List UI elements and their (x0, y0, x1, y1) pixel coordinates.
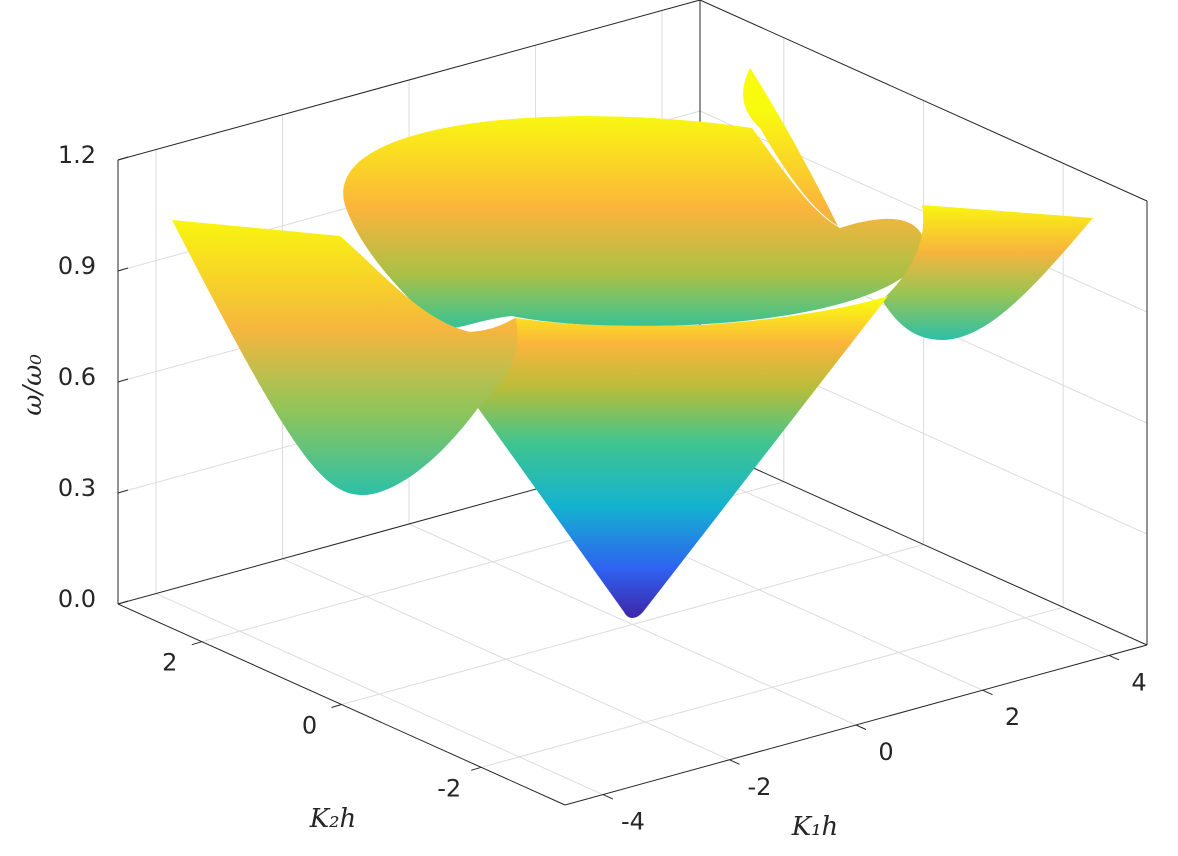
axis-box-edge (699, 0, 1148, 202)
axis-box-edge (117, 0, 701, 161)
x-tick (982, 689, 993, 696)
surface-wing-left (172, 220, 518, 495)
y-tick-label: 2 (162, 649, 177, 677)
x-tick-label: -4 (621, 808, 645, 836)
surface-wing-right (882, 205, 1093, 340)
x-tick (1108, 654, 1120, 661)
surface-ring (343, 116, 926, 329)
z-tick-label: 0.9 (58, 252, 96, 280)
z-tick-label: 0.6 (58, 363, 96, 391)
x-tick-label: 0 (878, 738, 893, 766)
surface-fin (743, 68, 838, 226)
y-tick-label: 0 (302, 712, 317, 740)
x-tick (729, 759, 740, 765)
z-tick (117, 267, 129, 272)
x-axis-label: K₁h (791, 812, 839, 842)
y-tick (471, 766, 482, 771)
x-tick-label: 2 (1005, 703, 1020, 731)
z-axis-label: ω/ω₀ (18, 354, 48, 416)
grid-line (481, 606, 1064, 768)
z-tick (117, 378, 129, 383)
y-axis-label: K₂h (309, 804, 357, 834)
x-tick-label: -2 (748, 773, 772, 801)
y-tick (331, 704, 342, 708)
x-tick (855, 724, 867, 730)
surface (172, 68, 1093, 618)
x-tick (602, 794, 614, 800)
z-tick-label: 0.3 (58, 474, 96, 502)
y-tick (191, 641, 202, 646)
z-tick (117, 489, 129, 494)
z-tick-label: 1.2 (58, 141, 96, 169)
z-tick-label: 0.0 (58, 585, 96, 613)
grid-line (341, 544, 924, 705)
z-tick (117, 156, 129, 161)
y-tick-label: -2 (437, 774, 461, 802)
z-tick (117, 600, 129, 605)
x-tick-label: 4 (1131, 668, 1146, 696)
axis-box-edge (699, 443, 1148, 646)
box-layer: -4 -2 0 2 4 -2 0 2 0.0 0.3 0.6 0.9 1.2 (58, 141, 1147, 836)
surface-cone (478, 296, 888, 618)
